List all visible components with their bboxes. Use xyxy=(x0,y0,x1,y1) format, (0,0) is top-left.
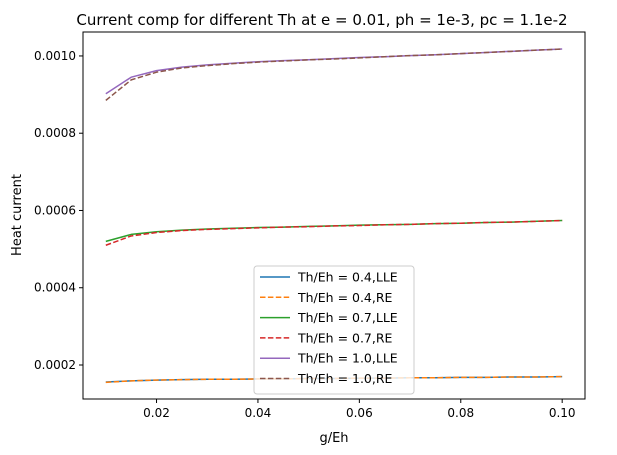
y-axis-ticks: 0.0002 0.0004 0.0006 0.0008 0.0010 xyxy=(34,49,83,372)
y-tick-label: 0.0006 xyxy=(34,203,76,217)
x-axis-label: g/Eh xyxy=(319,431,348,446)
x-tick-label: 0.06 xyxy=(346,406,373,420)
legend-label: Th/Eh = 0.4,RE xyxy=(297,290,393,305)
legend: Th/Eh = 0.4,LLE Th/Eh = 0.4,RE Th/Eh = 0.7… xyxy=(253,265,415,395)
legend-label: Th/Eh = 1.0,RE xyxy=(297,371,393,386)
legend-frame xyxy=(253,265,415,395)
series-line-6 xyxy=(105,48,563,101)
series-line-2 xyxy=(105,375,563,384)
series-line-4 xyxy=(105,219,563,246)
y-axis-label: Heat current xyxy=(10,174,25,256)
x-tick-label: 0.10 xyxy=(549,406,576,420)
y-tick-label: 0.0002 xyxy=(34,358,76,372)
legend-label: Th/Eh = 0.7,RE xyxy=(297,330,393,345)
y-tick-label: 0.0010 xyxy=(34,49,76,63)
plot-border xyxy=(82,31,586,400)
y-tick-label: 0.0008 xyxy=(34,126,76,140)
legend-label: Th/Eh = 0.7,LLE xyxy=(297,310,398,325)
series-lines xyxy=(105,48,563,384)
chart-title: Current comp for different Th at e = 0.0… xyxy=(76,11,567,29)
x-tick-label: 0.04 xyxy=(245,406,272,420)
x-tick-label: 0.08 xyxy=(447,406,474,420)
x-tick-label: 0.02 xyxy=(143,406,170,420)
x-axis-ticks: 0.02 0.04 0.06 0.08 0.10 xyxy=(143,399,576,420)
legend-label: Th/Eh = 1.0,LLE xyxy=(297,351,398,366)
y-tick-label: 0.0004 xyxy=(34,281,76,295)
legend-label: Th/Eh = 0.4,LLE xyxy=(297,270,398,285)
